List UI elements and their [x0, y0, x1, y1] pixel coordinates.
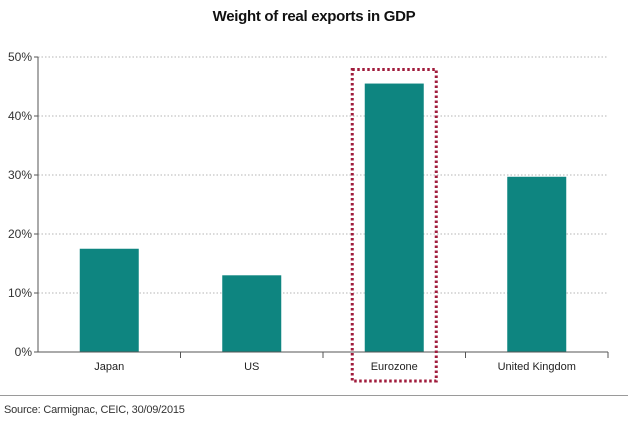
source-note: Source: Carmignac, CEIC, 30/09/2015 — [4, 404, 185, 416]
y-tick-label: 0% — [15, 345, 33, 359]
bars — [79, 83, 567, 353]
y-tick-label: 10% — [8, 286, 32, 300]
x-tick-label: Eurozone — [371, 361, 418, 373]
x-tick-label: Japan — [94, 361, 124, 373]
bar-us — [222, 275, 282, 352]
chart-title: Weight of real exports in GDP — [212, 8, 416, 25]
y-tick-label: 20% — [8, 227, 32, 241]
y-axis: 0% 10% 20% 30% 40% 50% — [8, 50, 39, 359]
bar-japan — [79, 248, 139, 352]
y-tick-label: 40% — [8, 109, 32, 123]
x-tick-label: US — [244, 361, 259, 373]
bar-eurozone — [364, 83, 424, 353]
source-divider — [0, 395, 628, 396]
x-axis: Japan US Eurozone United Kingdom — [38, 351, 609, 373]
y-tick-label: 30% — [8, 168, 32, 182]
y-tick-label: 50% — [8, 50, 32, 64]
x-tick-label: United Kingdom — [498, 361, 576, 373]
highlight-box-eurozone — [350, 68, 438, 383]
bar-united-kingdom — [507, 176, 567, 352]
highlight-box — [350, 68, 438, 383]
bar-chart: 0% 10% 20% 30% 40% 50% Japan US Eurozone United … — [8, 50, 609, 383]
